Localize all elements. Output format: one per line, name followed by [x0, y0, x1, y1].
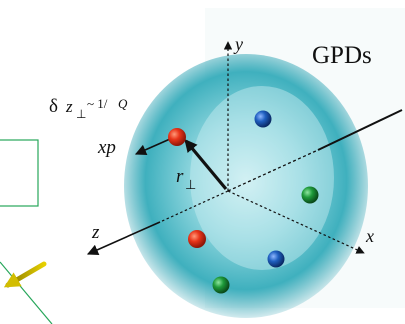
resolution-delta: δ: [49, 96, 58, 117]
frame-box: [0, 139, 39, 207]
axis-z-line: [86, 221, 161, 256]
resolution-z-sub: ⊥: [76, 107, 86, 121]
title-label: GPDs: [312, 42, 372, 69]
r-perp-vector: [184, 139, 228, 191]
axis-x-label: x: [365, 226, 374, 246]
momentum-label: xp: [97, 137, 116, 158]
resolution-Q: Q: [118, 96, 128, 111]
quark-red: [188, 230, 206, 248]
momentum-vector: [134, 138, 171, 156]
resolution-z: z: [65, 97, 73, 116]
probe-arrow: [3, 261, 47, 288]
axis-y-label: y: [233, 34, 243, 54]
r-perp-subscript: ⊥: [185, 177, 196, 192]
quark-blue: [267, 250, 285, 268]
resolution-eq: ~ 1/: [87, 96, 108, 111]
quark-green: [301, 186, 319, 204]
axis-z-dashed: [159, 190, 229, 223]
nucleon-cloud-core: [190, 86, 334, 270]
axis-back-line: [317, 109, 403, 151]
quark-green: [212, 276, 230, 294]
frame-line: [0, 261, 53, 324]
r-perp-label: r: [176, 166, 184, 187]
quark-red-struck: [168, 128, 186, 146]
nucleon-cloud: [124, 54, 368, 318]
axis-z-label: z: [91, 222, 100, 243]
quark-blue: [254, 110, 272, 128]
